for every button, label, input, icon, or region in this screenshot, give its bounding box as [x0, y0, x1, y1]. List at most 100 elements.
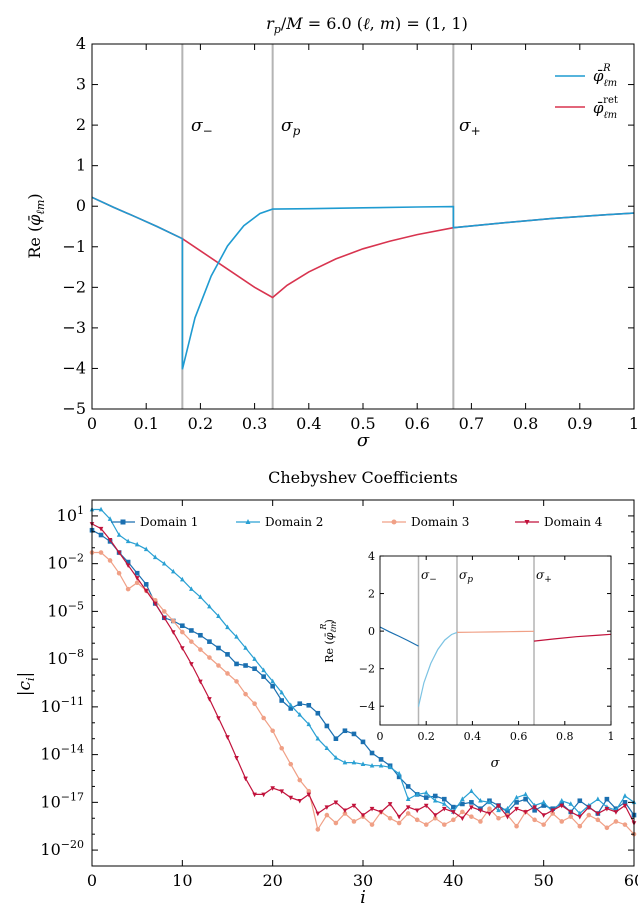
data-point	[559, 797, 565, 803]
data-point	[586, 805, 592, 810]
data-point	[342, 728, 348, 734]
top-y-axis-label: Re (φ̄ℓm)	[25, 193, 47, 258]
inset-x-tick-label: 0.4	[464, 730, 482, 743]
data-point	[171, 568, 176, 574]
data-point	[487, 806, 492, 812]
data-point	[505, 809, 510, 815]
data-point	[532, 808, 537, 813]
data-point	[432, 815, 438, 821]
data-point	[216, 645, 221, 651]
data-point	[134, 541, 140, 547]
inset-x-tick-label: 0	[377, 730, 384, 743]
y-tick-label: 10−2	[47, 552, 84, 573]
data-point	[568, 801, 574, 806]
data-point	[505, 814, 510, 820]
inset-x-tick-label: 0.6	[510, 730, 528, 743]
top-plot-frame	[91, 43, 635, 410]
data-point	[442, 806, 447, 812]
data-point	[306, 792, 312, 798]
data-point	[279, 789, 284, 795]
data-point	[550, 811, 555, 816]
data-point	[460, 796, 465, 801]
data-point	[405, 811, 411, 816]
y-tick-label: 3	[76, 75, 86, 94]
data-point	[622, 793, 628, 798]
data-point	[198, 594, 203, 599]
data-point	[134, 576, 140, 581]
data-point	[460, 801, 465, 807]
data-point	[161, 560, 167, 566]
data-point	[279, 745, 285, 751]
data-point	[315, 710, 321, 716]
data-point	[423, 822, 429, 827]
legend-label-retarded: φ̄ℓmret	[593, 95, 618, 121]
data-point	[432, 793, 438, 799]
data-point	[405, 796, 411, 801]
data-point	[225, 624, 230, 630]
data-point	[405, 784, 411, 789]
data-point	[180, 623, 185, 629]
data-point	[243, 691, 248, 697]
x-tick-label: 0.3	[242, 414, 267, 433]
y-tick-label: 10−5	[47, 599, 84, 620]
data-point	[225, 735, 230, 740]
x-tick-label: 0.9	[567, 414, 592, 433]
y-tick-label: −4	[62, 358, 86, 377]
data-point	[369, 822, 375, 827]
data-point	[216, 613, 221, 618]
data-point	[143, 588, 149, 594]
data-point	[189, 639, 194, 644]
inset-y-tick-label: 4	[368, 550, 375, 563]
data-point	[261, 674, 266, 679]
data-point	[360, 761, 366, 766]
data-point	[423, 795, 429, 800]
data-point	[604, 796, 610, 802]
data-point	[189, 662, 194, 667]
data-point	[261, 667, 266, 673]
data-point	[414, 817, 420, 823]
x-tick-label: 0.7	[459, 414, 484, 433]
data-point	[198, 647, 203, 652]
y-tick-label: 101	[57, 504, 84, 525]
data-point	[396, 814, 402, 820]
data-point	[279, 698, 284, 703]
x-tick-label: 0.4	[296, 414, 321, 433]
data-point	[514, 800, 519, 805]
data-point	[297, 798, 303, 804]
y-tick-label: 0	[76, 196, 86, 215]
data-point	[387, 802, 393, 807]
x-tick-label: 1	[629, 414, 638, 433]
data-point	[324, 745, 330, 751]
data-point	[324, 805, 330, 810]
data-point	[234, 679, 239, 684]
y-tick-label: −5	[62, 399, 86, 418]
data-point	[469, 788, 474, 794]
data-point	[469, 800, 474, 805]
inset-x-tick-label: 1	[608, 730, 615, 743]
data-point	[604, 825, 610, 831]
data-point	[405, 805, 411, 810]
vline-label-sigma-minus: σ−	[191, 116, 213, 138]
data-point	[333, 736, 339, 741]
x-tick-label: 0.6	[404, 414, 429, 433]
data-point	[496, 815, 501, 821]
x-tick-label: 60	[624, 871, 638, 890]
data-point	[171, 630, 176, 635]
data-point	[180, 576, 185, 582]
data-point	[432, 797, 438, 803]
vline-label-sigma-plus: σ+	[459, 116, 481, 138]
bottom-chart-title: Chebyshev Coefficients	[268, 468, 458, 487]
inset-x-tick-label: 0.8	[556, 730, 574, 743]
data-point	[297, 777, 303, 783]
data-point	[595, 796, 601, 801]
data-point	[378, 757, 384, 762]
data-point	[297, 701, 303, 706]
data-point	[134, 570, 140, 576]
data-point	[423, 803, 429, 809]
data-point	[261, 715, 266, 721]
data-point	[324, 723, 330, 729]
data-point	[342, 808, 348, 814]
data-point	[279, 689, 284, 695]
data-point	[568, 814, 574, 819]
data-point	[161, 609, 167, 614]
